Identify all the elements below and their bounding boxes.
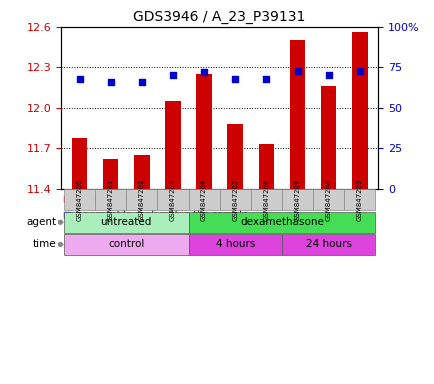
Text: 24 hours: 24 hours	[305, 240, 351, 250]
Text: GSM847201: GSM847201	[108, 179, 113, 221]
Point	[138, 79, 145, 85]
Bar	[351, 32, 367, 384]
Title: GDS3946 / A_23_P39131: GDS3946 / A_23_P39131	[133, 10, 305, 25]
Text: time: time	[33, 240, 56, 250]
Point	[76, 76, 83, 82]
Bar	[320, 86, 335, 384]
Point	[231, 76, 238, 82]
Text: GSM847208: GSM847208	[325, 179, 331, 221]
Bar	[165, 101, 181, 384]
Bar	[72, 137, 87, 384]
Text: GSM847207: GSM847207	[294, 179, 300, 221]
Bar	[258, 144, 273, 384]
Bar	[103, 159, 118, 384]
Bar	[134, 155, 149, 384]
Point	[107, 79, 114, 85]
Point	[293, 68, 300, 74]
Text: untreated: untreated	[100, 217, 151, 227]
Text: GSM847206: GSM847206	[263, 179, 269, 221]
Text: GSM847205: GSM847205	[232, 179, 238, 221]
Point	[200, 69, 207, 75]
Text: GSM847202: GSM847202	[138, 179, 145, 221]
Bar	[289, 40, 305, 384]
Bar	[227, 124, 243, 384]
Text: percentile rank within the sample: percentile rank within the sample	[83, 210, 247, 220]
Text: control: control	[108, 240, 144, 250]
Point	[324, 72, 331, 78]
Text: agent: agent	[26, 217, 56, 227]
Text: 4 hours: 4 hours	[215, 240, 254, 250]
Text: transformed count: transformed count	[83, 194, 174, 204]
Text: GSM847204: GSM847204	[201, 179, 207, 221]
Point	[355, 68, 362, 74]
Point	[169, 72, 176, 78]
Text: dexamethasone: dexamethasone	[240, 217, 323, 227]
Text: GSM847200: GSM847200	[76, 179, 82, 221]
Point	[262, 76, 269, 82]
Text: GSM847209: GSM847209	[356, 179, 362, 221]
Text: GSM847203: GSM847203	[170, 179, 176, 221]
Bar	[196, 74, 211, 384]
